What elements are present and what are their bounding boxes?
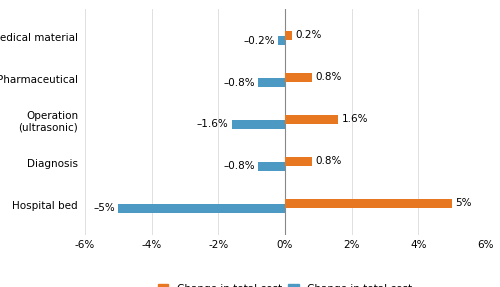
Text: –1.6%: –1.6%: [196, 119, 228, 129]
Bar: [258, 162, 285, 171]
Text: –5%: –5%: [94, 203, 115, 214]
Text: 0.8%: 0.8%: [315, 73, 342, 82]
Legend: Change in total cost, Change in total cost: Change in total cost, Change in total co…: [158, 284, 412, 287]
Bar: [278, 36, 285, 45]
Text: –0.8%: –0.8%: [224, 162, 255, 171]
Text: –0.2%: –0.2%: [244, 36, 275, 46]
Bar: [285, 73, 312, 82]
Bar: [258, 78, 285, 87]
Text: 1.6%: 1.6%: [342, 115, 368, 125]
Text: 0.2%: 0.2%: [295, 30, 322, 40]
Bar: [285, 115, 339, 124]
Text: 0.8%: 0.8%: [315, 156, 342, 166]
Text: 5%: 5%: [455, 198, 471, 208]
Bar: [285, 31, 292, 40]
Bar: [118, 204, 285, 213]
Text: –0.8%: –0.8%: [224, 77, 255, 88]
Bar: [285, 199, 452, 208]
Bar: [232, 120, 285, 129]
Bar: [285, 157, 312, 166]
